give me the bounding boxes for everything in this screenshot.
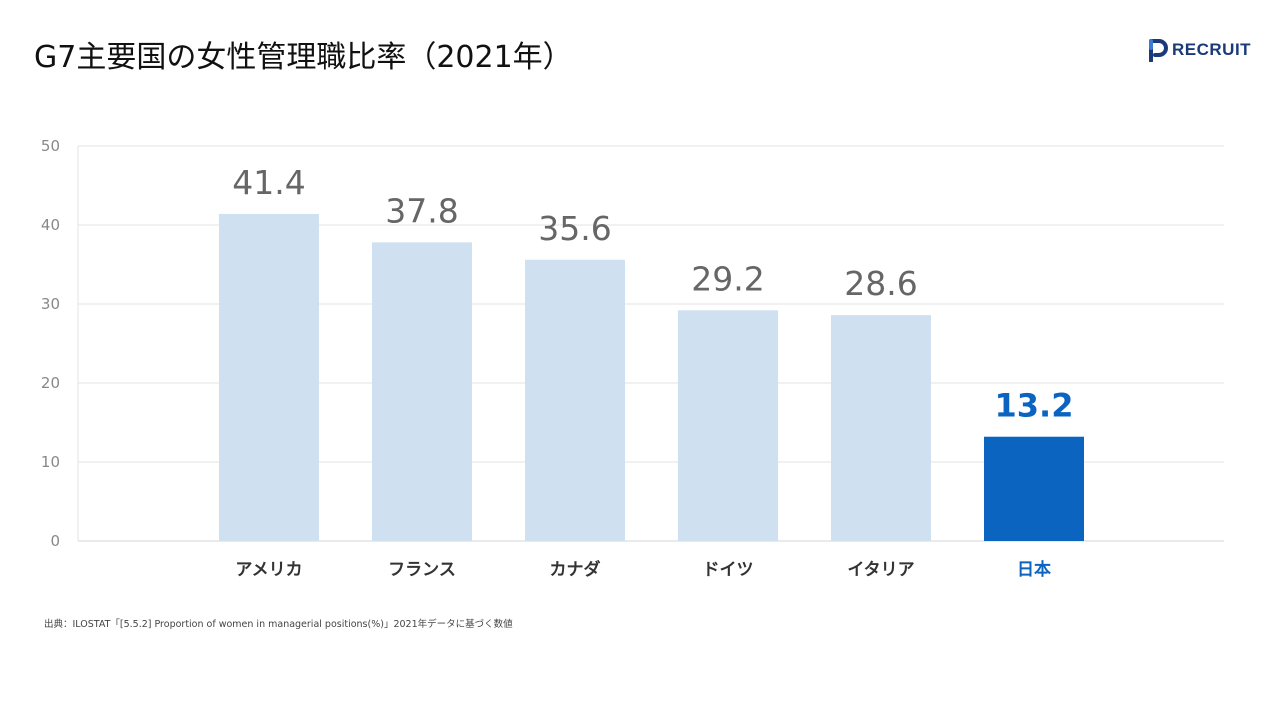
y-tick-label: 20 <box>41 374 60 392</box>
category-label: カナダ <box>550 559 601 580</box>
y-tick-label: 30 <box>41 295 60 313</box>
value-label: 29.2 <box>691 259 764 298</box>
bar-4 <box>678 310 778 541</box>
y-tick-label: 50 <box>41 137 60 155</box>
bar-3 <box>525 259 625 541</box>
page-title: G7主要国の女性管理職比率（2021年） <box>34 40 573 75</box>
category-labels: アメリカ フランス カナダ ドイツ イタリア 日本 <box>235 559 1051 580</box>
y-tick-label: 0 <box>50 532 60 550</box>
recruit-logo: RECRUIT <box>1148 38 1251 62</box>
recruit-logo-icon <box>1149 39 1168 62</box>
bar-chart: 0 10 20 30 40 50 41.4 37.8 35.6 29.2 28.6 13.2 アメリ… <box>41 137 1224 580</box>
value-label: 41.4 <box>232 163 305 202</box>
category-label: アメリカ <box>235 560 302 580</box>
source-note: 出典：ILOSTAT「[5.5.2] Proportion of women i… <box>44 619 513 630</box>
bar-2 <box>372 242 472 541</box>
bars <box>219 213 1084 541</box>
recruit-logo-text: RECRUIT <box>1172 40 1252 59</box>
value-label: 13.2 <box>995 387 1074 425</box>
bar-6 <box>984 436 1084 541</box>
value-label: 28.6 <box>844 264 917 303</box>
category-label: 日本 <box>1017 559 1051 580</box>
value-label: 37.8 <box>385 191 458 230</box>
y-tick-label: 40 <box>41 216 60 234</box>
category-label: イタリア <box>847 560 914 580</box>
bar-1 <box>219 213 319 541</box>
y-tick-label: 10 <box>41 453 60 471</box>
bar-5 <box>831 315 931 541</box>
category-label: ドイツ <box>703 560 754 580</box>
category-label: フランス <box>388 560 456 580</box>
value-label: 35.6 <box>538 209 611 248</box>
value-labels: 41.4 37.8 35.6 29.2 28.6 13.2 <box>232 163 1073 425</box>
y-axis-ticks: 0 10 20 30 40 50 <box>41 137 60 550</box>
